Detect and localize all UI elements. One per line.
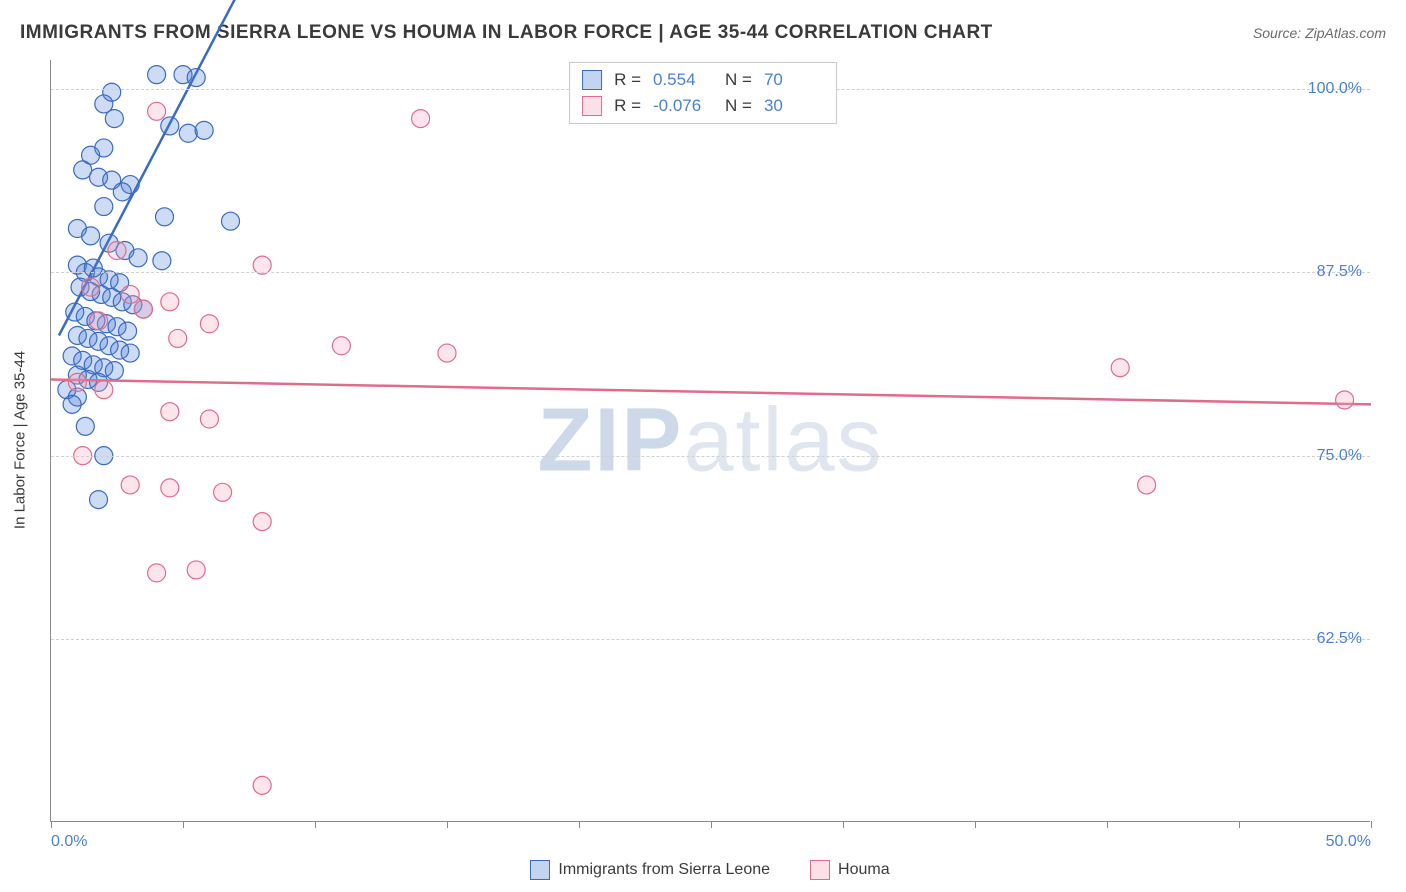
x-tick-mark	[1371, 821, 1372, 828]
houma-point	[1138, 476, 1156, 494]
y-tick-label: 100.0%	[1308, 80, 1362, 98]
x-tick-mark	[447, 821, 448, 828]
houma-point	[332, 337, 350, 355]
houma-point	[253, 256, 271, 274]
series-label: Immigrants from Sierra Leone	[558, 861, 770, 879]
houma-point	[253, 513, 271, 531]
houma-point	[161, 293, 179, 311]
series-label: Houma	[838, 861, 890, 879]
houma-point	[90, 312, 108, 330]
sierra_leone-point	[105, 110, 123, 128]
legend-row: R = -0.076 N = 30	[582, 93, 824, 119]
sierra_leone-point	[156, 208, 174, 226]
sierra_leone-point	[119, 322, 137, 340]
sierra_leone-point	[82, 227, 100, 245]
houma-point	[214, 483, 232, 501]
x-tick-mark	[1239, 821, 1240, 828]
houma-point	[121, 285, 139, 303]
sierra_leone-point	[90, 491, 108, 509]
x-tick-mark	[975, 821, 976, 828]
legend-swatch	[582, 96, 602, 116]
sierra_leone-point	[179, 124, 197, 142]
series-legend: Immigrants from Sierra Leone Houma	[50, 860, 1370, 880]
correlation-legend: R = 0.554 N = 70 R = -0.076 N = 30	[569, 62, 837, 124]
chart-title: IMMIGRANTS FROM SIERRA LEONE VS HOUMA IN…	[20, 22, 993, 44]
sierra_leone-point	[95, 198, 113, 216]
r-value: 0.554	[653, 67, 713, 93]
gridline	[51, 272, 1370, 273]
legend-row: R = 0.554 N = 70	[582, 67, 824, 93]
sierra_leone-point	[121, 344, 139, 362]
sierra_leone-point	[63, 395, 81, 413]
houma-point	[1111, 359, 1129, 377]
houma-point	[161, 479, 179, 497]
houma-point	[187, 561, 205, 579]
houma-point	[148, 102, 166, 120]
houma-point	[68, 373, 86, 391]
x-tick-label: 0.0%	[51, 833, 87, 851]
x-tick-mark	[51, 821, 52, 828]
r-label: R =	[614, 67, 641, 93]
r-label: R =	[614, 93, 641, 119]
houma-point	[82, 278, 100, 296]
houma-trendline	[51, 379, 1371, 404]
y-axis-label: In Labor Force | Age 35-44	[12, 351, 29, 529]
y-tick-label: 62.5%	[1317, 630, 1362, 648]
houma-point	[253, 776, 271, 794]
houma-point	[161, 403, 179, 421]
x-tick-label: 50.0%	[1326, 833, 1371, 851]
houma-point	[200, 315, 218, 333]
n-label: N =	[725, 93, 752, 119]
legend-swatch	[810, 860, 830, 880]
houma-point	[438, 344, 456, 362]
x-tick-mark	[579, 821, 580, 828]
houma-point	[200, 410, 218, 428]
gridline	[51, 639, 1370, 640]
sierra_leone-point	[153, 252, 171, 270]
sierra_leone-point	[113, 183, 131, 201]
houma-point	[169, 329, 187, 347]
houma-point	[134, 300, 152, 318]
houma-point	[412, 110, 430, 128]
houma-point	[1336, 391, 1354, 409]
x-tick-mark	[183, 821, 184, 828]
legend-swatch	[582, 70, 602, 90]
x-tick-mark	[315, 821, 316, 828]
legend-swatch	[530, 860, 550, 880]
sierra_leone-point	[187, 69, 205, 87]
x-tick-mark	[1107, 821, 1108, 828]
sierra_leone-point	[148, 66, 166, 84]
plot-area: ZIPatlas 62.5%75.0%87.5%100.0%0.0%50.0%	[50, 60, 1370, 822]
sierra_leone-point	[222, 212, 240, 230]
n-value: 70	[764, 67, 824, 93]
sierra_leone-point	[195, 121, 213, 139]
gridline	[51, 456, 1370, 457]
y-tick-label: 75.0%	[1317, 447, 1362, 465]
sierra_leone-point	[105, 362, 123, 380]
scatter-svg	[51, 60, 1370, 821]
series-legend-item: Houma	[810, 860, 890, 880]
x-tick-mark	[711, 821, 712, 828]
houma-point	[148, 564, 166, 582]
source-attribution: Source: ZipAtlas.com	[1253, 25, 1386, 41]
sierra_leone-point	[129, 249, 147, 267]
y-tick-label: 87.5%	[1317, 263, 1362, 281]
n-label: N =	[725, 67, 752, 93]
series-legend-item: Immigrants from Sierra Leone	[530, 860, 770, 880]
n-value: 30	[764, 93, 824, 119]
houma-point	[108, 242, 126, 260]
sierra_leone-point	[76, 417, 94, 435]
houma-point	[95, 381, 113, 399]
sierra_leone-point	[161, 117, 179, 135]
houma-point	[121, 476, 139, 494]
r-value: -0.076	[653, 93, 713, 119]
x-tick-mark	[843, 821, 844, 828]
